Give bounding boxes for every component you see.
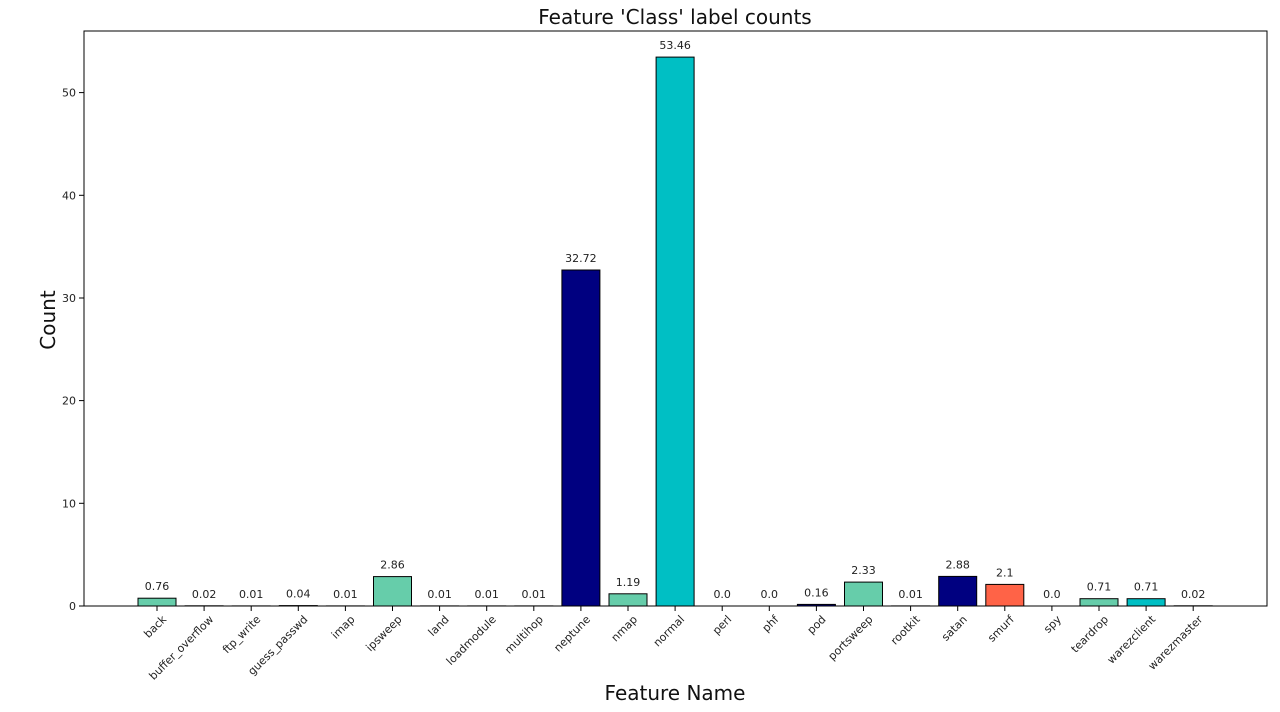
- x-tick-label-portsweep: portsweep: [826, 613, 876, 663]
- bar-satan: [938, 575, 978, 607]
- bar-ipsweep: [373, 576, 412, 607]
- bar-normal: [655, 56, 695, 607]
- plot-frame: [83, 30, 1268, 607]
- y-tick-label-0: 0: [69, 600, 76, 613]
- value-label-teardrop: 0.71: [1087, 581, 1112, 594]
- value-label-land: 0.01: [427, 588, 452, 601]
- x-tick-label-neptune: neptune: [551, 613, 593, 655]
- value-label-buffer_overflow: 0.02: [192, 588, 217, 601]
- x-tick-label-back: back: [141, 612, 169, 640]
- value-label-normal: 53.46: [659, 39, 691, 52]
- x-tick-label-perl: perl: [710, 613, 734, 637]
- value-label-imap: 0.01: [333, 588, 358, 601]
- x-tick-label-nmap: nmap: [609, 613, 640, 644]
- y-axis-title: Count: [36, 290, 60, 350]
- bar-teardrop: [1079, 598, 1119, 607]
- x-tick-label-pod: pod: [805, 613, 829, 637]
- value-label-perl: 0.0: [713, 588, 731, 601]
- bar-nmap: [608, 593, 648, 607]
- value-label-smurf: 2.1: [996, 566, 1014, 579]
- bar-portsweep: [844, 581, 883, 607]
- y-tick-label-40: 40: [62, 189, 76, 202]
- value-label-loadmodule: 0.01: [474, 588, 499, 601]
- value-label-rootkit: 0.01: [898, 588, 923, 601]
- y-tick-label-50: 50: [62, 87, 76, 100]
- value-labels-group: 0.76 0.02 0.01 0.04 0.01 2.86 0.01 0.01 0.01 32.7…: [145, 39, 1206, 601]
- x-tick-label-land: land: [426, 613, 452, 639]
- x-tick-label-imap: imap: [329, 613, 358, 642]
- value-label-phf: 0.0: [761, 588, 779, 601]
- y-tick-label-10: 10: [62, 497, 76, 510]
- bar-warezclient: [1126, 598, 1166, 607]
- x-tick-label-spy: spy: [1041, 613, 1064, 636]
- value-label-guess_passwd: 0.04: [286, 588, 311, 601]
- x-tick-label-normal: normal: [651, 613, 687, 649]
- x-tick-label-multihop: multihop: [502, 613, 546, 657]
- value-label-back: 0.76: [145, 580, 170, 593]
- x-axis-title: Feature Name: [605, 681, 746, 705]
- value-label-warezmaster: 0.02: [1181, 588, 1206, 601]
- value-label-spy: 0.0: [1043, 588, 1061, 601]
- x-tick-label-rootkit: rootkit: [888, 612, 923, 647]
- x-tick-label-phf: phf: [760, 612, 783, 635]
- value-label-nmap: 1.19: [616, 576, 641, 589]
- value-label-neptune: 32.72: [565, 252, 597, 265]
- value-label-ftp_write: 0.01: [239, 588, 264, 601]
- value-label-portsweep: 2.33: [851, 564, 876, 577]
- chart-title: Feature 'Class' label counts: [538, 5, 811, 29]
- y-tick-label-30: 30: [62, 292, 76, 305]
- x-tick-label-loadmodule: loadmodule: [444, 613, 499, 668]
- y-tick-label-20: 20: [62, 395, 76, 408]
- value-label-satan: 2.88: [945, 558, 970, 571]
- bars-group: [137, 56, 1213, 607]
- y-axis: 0 10 20 30 40 50: [62, 87, 84, 613]
- bar-back: [137, 597, 177, 607]
- x-tick-label-teardrop: teardrop: [1069, 613, 1112, 656]
- value-label-warezclient: 0.71: [1134, 581, 1159, 594]
- value-label-pod: 0.16: [804, 586, 829, 599]
- value-label-ipsweep: 2.86: [380, 559, 405, 572]
- x-tick-label-ipsweep: ipsweep: [363, 613, 404, 654]
- value-label-multihop: 0.01: [522, 588, 547, 601]
- bar-neptune: [561, 269, 601, 607]
- x-tick-label-satan: satan: [939, 613, 970, 644]
- x-tick-label-ftp_write: ftp_write: [220, 613, 263, 656]
- bar-smurf: [985, 583, 1025, 607]
- x-tick-label-smurf: smurf: [985, 612, 1017, 644]
